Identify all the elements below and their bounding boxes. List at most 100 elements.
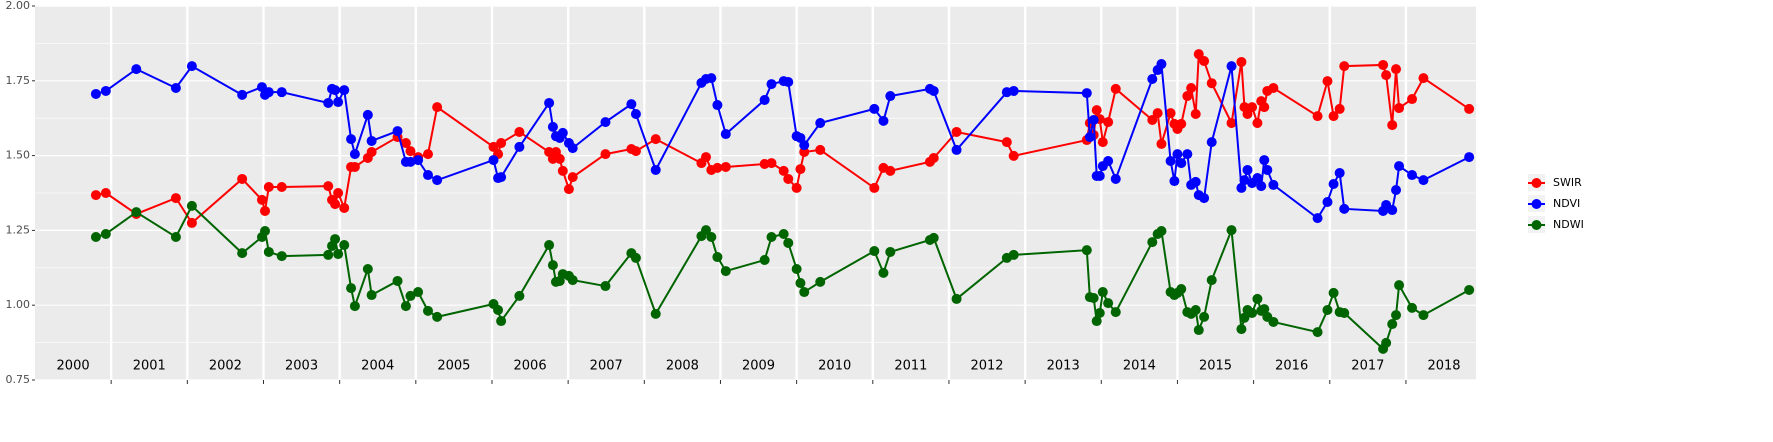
point (1097, 137, 1108, 148)
point (1334, 167, 1345, 178)
point (1110, 307, 1121, 318)
point (1084, 132, 1095, 143)
point (1339, 203, 1350, 214)
point (567, 172, 578, 183)
point (366, 147, 377, 158)
point (650, 134, 661, 145)
point (1391, 310, 1402, 321)
point (432, 102, 443, 113)
point (263, 246, 274, 257)
point (392, 126, 403, 137)
point (928, 152, 939, 163)
point (1328, 287, 1339, 298)
point (712, 100, 723, 111)
point (349, 161, 360, 172)
point (488, 155, 499, 166)
point (878, 115, 889, 126)
point (783, 173, 794, 184)
year-label: 2014 (1123, 359, 1156, 374)
point (885, 91, 896, 102)
point (1199, 193, 1210, 204)
point (567, 275, 578, 286)
year-label: 2017 (1351, 359, 1384, 374)
year-label: 2003 (285, 359, 318, 374)
point (1103, 298, 1114, 309)
point (186, 217, 197, 228)
point (700, 225, 711, 236)
point (557, 165, 568, 176)
point (1247, 102, 1258, 113)
point (554, 153, 565, 164)
point (237, 89, 248, 100)
point (1156, 225, 1167, 236)
point (432, 311, 443, 322)
point (1242, 164, 1253, 175)
point (1176, 118, 1187, 129)
year-label: 2001 (133, 359, 166, 374)
point (1268, 316, 1279, 327)
point (1088, 114, 1099, 125)
point (405, 146, 416, 157)
y-tick-label: 1.75 (6, 74, 31, 87)
point (362, 263, 373, 274)
point (186, 61, 197, 72)
point (650, 308, 661, 319)
point (1262, 164, 1273, 175)
point (1206, 137, 1217, 148)
point (392, 275, 403, 286)
point (346, 134, 357, 145)
point (1001, 137, 1012, 148)
point (1193, 325, 1204, 336)
point (1464, 103, 1475, 114)
point (1252, 117, 1263, 128)
legend-label: NDWI (1553, 218, 1584, 231)
point (778, 165, 789, 176)
point (1176, 158, 1187, 169)
point (712, 252, 723, 263)
point (1236, 56, 1247, 67)
point (256, 82, 267, 93)
year-label: 2006 (514, 359, 547, 374)
legend-label: SWIR (1553, 176, 1582, 189)
point (1182, 91, 1193, 102)
point (330, 234, 341, 245)
point (869, 182, 880, 193)
point (544, 240, 555, 251)
point (362, 109, 373, 120)
point (1387, 205, 1398, 216)
point (1328, 179, 1339, 190)
point (1256, 181, 1267, 192)
year-label: 2012 (970, 359, 1003, 374)
year-label: 2013 (1047, 359, 1080, 374)
point (1328, 111, 1339, 122)
point (795, 164, 806, 175)
point (514, 290, 525, 301)
point (1464, 152, 1475, 163)
point (170, 231, 181, 242)
point (706, 73, 717, 84)
point (170, 82, 181, 93)
point (263, 87, 274, 98)
point (759, 94, 770, 105)
point (1252, 173, 1263, 184)
year-label: 2007 (590, 359, 623, 374)
point (799, 147, 810, 158)
point (1165, 108, 1176, 119)
point (432, 175, 443, 186)
point (885, 246, 896, 257)
point (1236, 182, 1247, 193)
point (1103, 155, 1114, 166)
point (650, 164, 661, 175)
point (260, 205, 271, 216)
point (323, 181, 334, 192)
point (557, 127, 568, 138)
marks (90, 49, 1475, 354)
point (951, 144, 962, 155)
point (951, 126, 962, 137)
point (1206, 275, 1217, 286)
point (100, 188, 111, 198)
point (1322, 76, 1333, 87)
point (413, 287, 424, 298)
point (1094, 170, 1105, 181)
